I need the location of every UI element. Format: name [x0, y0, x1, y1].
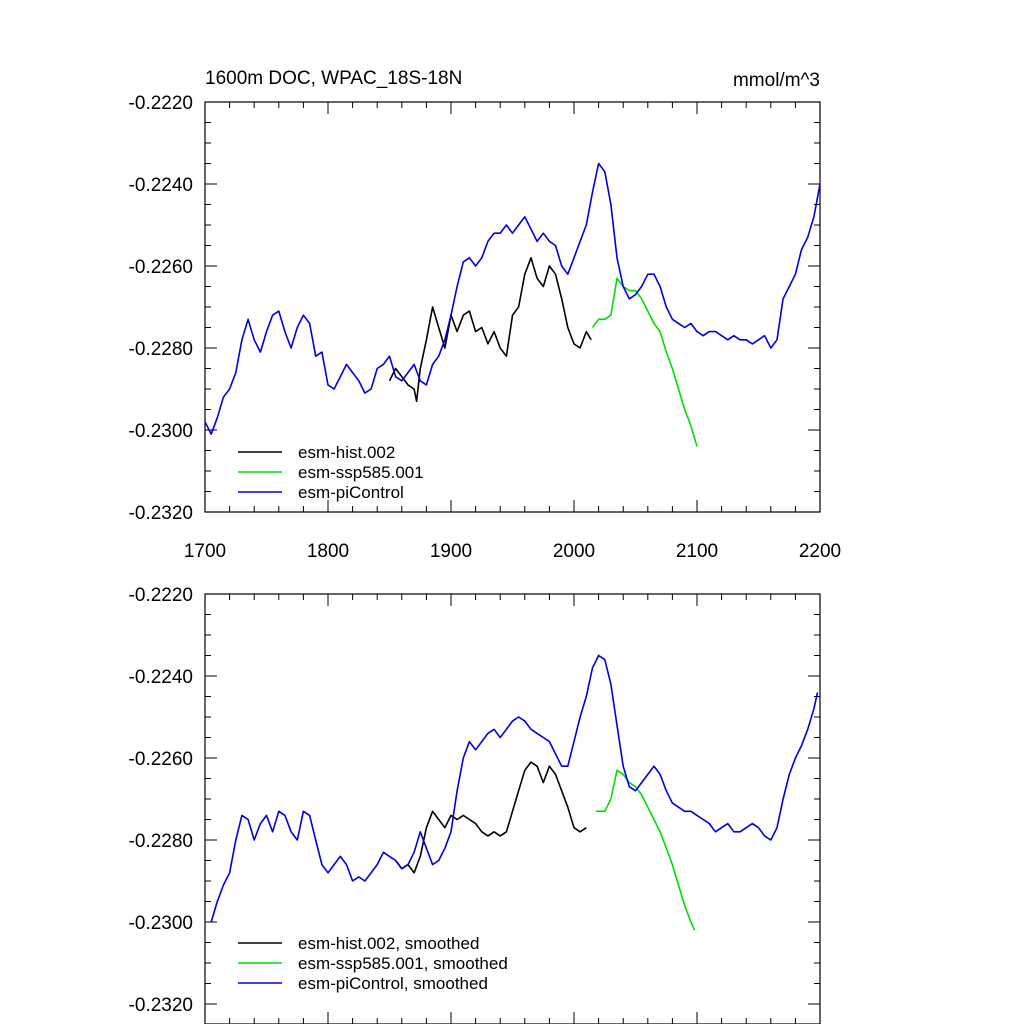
y-tick-labels-top: -0.2220 -0.2240 -0.2260 -0.2280 -0.2300 -0.23… — [129, 93, 193, 524]
y-tick-labels-bottom: -0.2220 -0.2240 -0.2260 -0.2280 -0.2300 -0.23… — [129, 585, 193, 1016]
panel-bottom: -0.2220 -0.2240 -0.2260 -0.2280 -0.2300 -0.23… — [129, 585, 821, 1024]
y-tick-label: -0.2240 — [129, 175, 193, 196]
y-tick-label: -0.2280 — [129, 339, 193, 360]
y-tick-label: -0.2320 — [129, 995, 193, 1016]
y-tick-label: -0.2240 — [129, 667, 193, 688]
y-tick-label: -0.2300 — [129, 913, 193, 934]
tick-group-bottom — [204, 593, 821, 1024]
legend-label: esm-hist.002, smoothed — [298, 934, 479, 953]
x-tick-label: 2000 — [553, 541, 595, 562]
y-tick-label: -0.2320 — [129, 503, 193, 524]
y-tick-label: -0.2220 — [129, 585, 193, 606]
series-line — [204, 162, 821, 435]
legend-label: esm-hist.002 — [298, 443, 395, 462]
x-tick-label: 1700 — [184, 541, 226, 562]
x-tick-labels-top: 1700 1800 1900 2000 2100 2200 — [184, 541, 841, 562]
y-tick-label: -0.2260 — [129, 749, 193, 770]
x-tick-label: 1800 — [307, 541, 349, 562]
panel-top: 1600m DOC, WPAC_18S-18N mmol/m^3 -0.2220… — [129, 68, 842, 562]
tick-group-top — [204, 101, 821, 513]
y-tick-label: -0.2300 — [129, 421, 193, 442]
series-group-bottom — [210, 654, 819, 931]
legend-label: esm-piControl, smoothed — [298, 974, 488, 993]
y-tick-label: -0.2280 — [129, 831, 193, 852]
x-tick-label: 1900 — [430, 541, 472, 562]
series-line — [210, 654, 819, 923]
units-label: mmol/m^3 — [733, 70, 820, 91]
legend-label: esm-piControl — [298, 483, 404, 502]
x-tick-label: 2100 — [676, 541, 718, 562]
series-group-top — [204, 162, 821, 447]
plot-frame-bottom — [204, 593, 821, 1024]
series-line — [394, 761, 587, 874]
series-line — [596, 769, 696, 931]
y-tick-label: -0.2260 — [129, 257, 193, 278]
legend-label: esm-ssp585.001, smoothed — [298, 954, 508, 973]
legend-label: esm-ssp585.001 — [298, 463, 424, 482]
x-tick-label: 2200 — [799, 541, 841, 562]
y-tick-label: -0.2220 — [129, 93, 193, 114]
series-line — [591, 277, 698, 447]
chart-title: 1600m DOC, WPAC_18S-18N — [205, 68, 462, 89]
